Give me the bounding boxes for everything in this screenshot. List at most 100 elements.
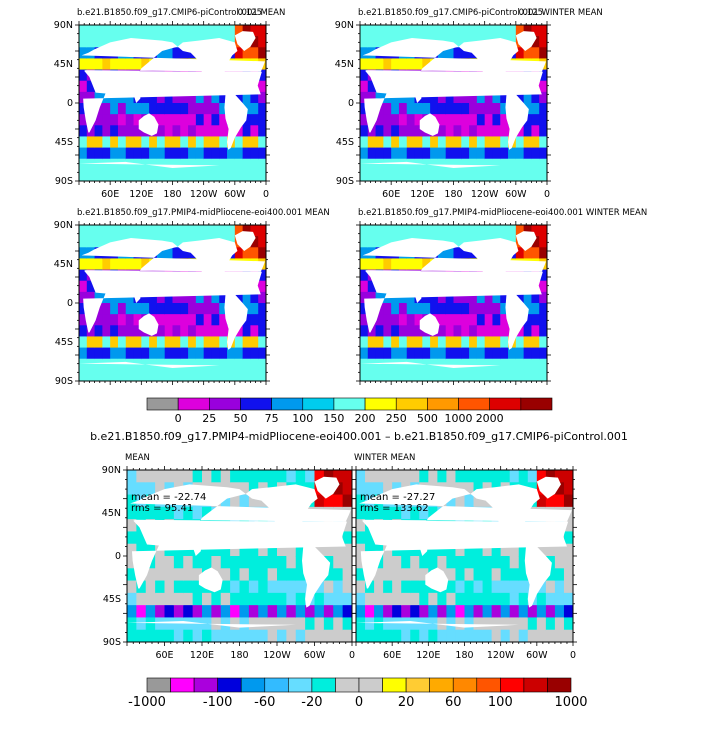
field-cell: [437, 125, 447, 138]
field-cell: [211, 25, 220, 37]
field-cell: [202, 605, 212, 619]
field-cell: [117, 225, 127, 237]
field-cell: [414, 325, 423, 338]
land-mask: [81, 238, 265, 293]
field-cell: [156, 169, 166, 181]
field-cell: [563, 494, 573, 508]
colorbar-label: 25: [202, 412, 216, 425]
field-cell: [79, 258, 88, 271]
field-cell: [227, 147, 236, 160]
field-cell: [445, 291, 455, 304]
field-cell: [192, 605, 203, 619]
field-cell: [141, 258, 150, 271]
land-mask: [470, 484, 540, 542]
field-cell: [392, 580, 402, 594]
field-cell: [164, 25, 174, 37]
field-cell: [227, 169, 236, 181]
field-cell: [258, 147, 266, 160]
field-cell: [79, 358, 88, 371]
field-cell: [419, 605, 429, 619]
field-cell: [453, 147, 462, 160]
field-cell: [545, 617, 556, 631]
field-cell: [102, 225, 111, 237]
y-tick-label: 90S: [55, 176, 73, 187]
field-cell: [455, 629, 466, 642]
field-cell: [164, 125, 174, 138]
field-cell: [141, 136, 150, 149]
field-cell: [156, 314, 166, 326]
field-cell: [453, 247, 462, 260]
field-cell: [545, 494, 556, 508]
x-tick-label: 120W: [190, 189, 218, 200]
field-cell: [437, 47, 447, 60]
field-cell: [188, 347, 197, 360]
field-cell: [461, 114, 470, 126]
field-cell: [428, 556, 438, 569]
field-cell: [445, 125, 455, 138]
field-cell: [180, 236, 189, 248]
field-cell: [133, 358, 142, 371]
field-cell: [258, 36, 266, 48]
field-cell: [563, 605, 573, 619]
field-cell: [219, 314, 228, 326]
field-cell: [437, 347, 447, 360]
stat-label: rms = 133.62: [360, 503, 429, 514]
field-cell: [164, 114, 174, 126]
colorbar-swatch: [193, 677, 218, 693]
field-cell: [133, 225, 142, 237]
field-cell: [180, 91, 189, 104]
field-cell: [482, 470, 493, 483]
field-cell: [195, 336, 205, 349]
field-cell: [102, 36, 111, 48]
field-cell: [515, 147, 525, 160]
colorbar-swatch: [335, 677, 360, 693]
field-cell: [188, 303, 197, 315]
field-cell: [469, 291, 478, 304]
field-cell: [79, 125, 88, 138]
field-cell: [164, 314, 174, 326]
field-cell: [531, 325, 540, 338]
field-cell: [500, 147, 509, 160]
field-cell: [422, 169, 431, 181]
field-cell: [406, 147, 416, 160]
field-cell: [333, 494, 344, 508]
field-cell: [391, 369, 400, 381]
field-cell: [136, 543, 147, 557]
field-cell: [375, 125, 384, 138]
field-cell: [211, 358, 220, 371]
field-cell: [94, 325, 103, 338]
field-cell: [461, 369, 470, 381]
field-cell: [149, 147, 158, 160]
field-cell: [183, 605, 194, 619]
field-cell: [86, 91, 96, 104]
land-mask: [419, 313, 440, 336]
field-cell: [383, 325, 392, 338]
field-cell: [469, 314, 478, 326]
field-cell: [149, 91, 158, 104]
field-cell: [164, 629, 175, 642]
field-cell: [464, 617, 475, 631]
field-cell: [180, 25, 189, 37]
field-cell: [79, 103, 88, 115]
field-cell: [211, 617, 222, 631]
colorbar-label: 0: [175, 412, 182, 425]
field-cell: [469, 158, 478, 171]
field-cell: [277, 556, 287, 569]
field-cell: [523, 169, 533, 181]
field-cell: [180, 169, 189, 181]
field-cell: [234, 291, 244, 304]
field-cell: [234, 369, 244, 381]
field-cell: [539, 358, 547, 371]
field-cell: [414, 103, 423, 115]
x-tick-label: 120W: [263, 650, 291, 661]
field-cell: [127, 531, 137, 545]
field-cell: [430, 336, 439, 349]
field-cell: [518, 470, 529, 483]
field-cell: [419, 617, 429, 631]
y-tick-label: 45N: [102, 508, 121, 519]
field-cell: [383, 568, 393, 582]
field-cell: [367, 225, 377, 237]
x-tick-label: 120E: [410, 189, 434, 200]
field-cell: [180, 336, 189, 349]
colorbar-label: 250: [386, 412, 407, 425]
